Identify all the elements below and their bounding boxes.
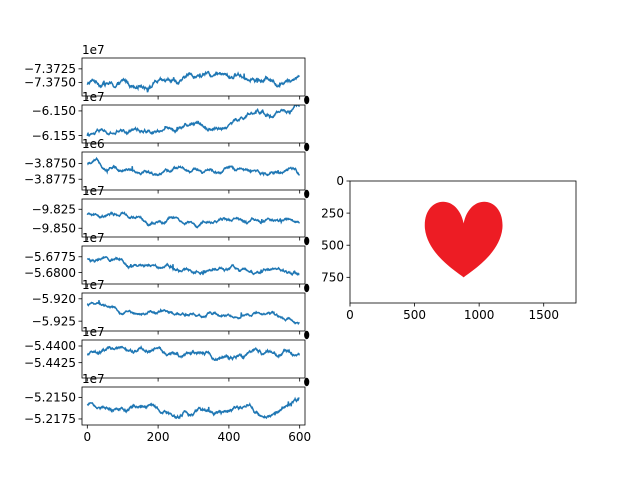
y-tick-label: −5.4425 bbox=[24, 356, 76, 370]
y-tick-label: −3.8775 bbox=[24, 172, 76, 186]
axes-frame bbox=[81, 198, 306, 238]
hidden-x-tick-label-fragment bbox=[304, 189, 310, 199]
y-tick-label: −6.155 bbox=[32, 129, 76, 143]
axes-frame bbox=[81, 57, 306, 97]
hidden-x-tick-label-fragment bbox=[304, 283, 310, 293]
heart-shape bbox=[424, 201, 503, 278]
axis-offset-label: 1e6 bbox=[82, 137, 105, 151]
image-axes-frame bbox=[349, 180, 577, 304]
image-x-tick-label: 0 bbox=[346, 308, 354, 322]
image-y-tick-label: 500 bbox=[321, 238, 344, 252]
y-tick-label: −5.4400 bbox=[24, 339, 76, 353]
hidden-x-tick-label-fragment bbox=[304, 95, 310, 105]
line-panel-1: −7.3725−7.3750 1e7 bbox=[24, 43, 310, 105]
axes-frame bbox=[81, 339, 306, 379]
axes-frame bbox=[81, 386, 306, 426]
axis-offset-label: 1e7 bbox=[82, 184, 105, 198]
image-x-tick-label: 1500 bbox=[528, 308, 559, 322]
series-line-3 bbox=[86, 156, 300, 177]
hidden-x-tick-label-fragment bbox=[304, 330, 310, 340]
y-tick-label: −5.2150 bbox=[24, 391, 76, 405]
line-panel-5: −5.6775 −5.6800 1e7 bbox=[24, 231, 310, 293]
line-panel-4: −9.825 −9.850 1e7 bbox=[32, 184, 310, 246]
image-panel: 0 500 1000 1500 0 250 500 750 bbox=[321, 174, 577, 322]
y-tick-label: −5.925 bbox=[32, 314, 76, 328]
line-panel-3: −3.8750−3.8775 1e6 bbox=[24, 137, 310, 199]
series-line-1 bbox=[86, 70, 300, 93]
axis-offset-label: 1e7 bbox=[82, 325, 105, 339]
image-y-tick-label: 250 bbox=[321, 206, 344, 220]
hidden-x-tick-label-fragment bbox=[304, 377, 310, 387]
x-tick-label: 600 bbox=[288, 430, 311, 444]
y-tick-label: −5.2175 bbox=[24, 412, 76, 426]
series-line-5 bbox=[86, 255, 300, 276]
y-tick-label: −6.150 bbox=[32, 104, 76, 118]
line-panels: −7.3725−7.37501e7−6.150−6.1551e7−3.8750−… bbox=[24, 43, 311, 444]
axes-frame bbox=[81, 245, 306, 285]
y-tick-label: −9.825 bbox=[32, 202, 76, 216]
y-tick-label: −5.6775 bbox=[24, 250, 76, 264]
hidden-x-tick-label-fragment bbox=[304, 236, 310, 246]
image-x-tick-label: 500 bbox=[403, 308, 426, 322]
line-panel-7: −5.4400 −5.4425 1e7 bbox=[24, 325, 310, 387]
y-tick-label: −3.8750 bbox=[24, 157, 76, 171]
image-y-tick-label: 750 bbox=[321, 271, 344, 285]
y-tick-label: −7.3725 bbox=[24, 62, 76, 76]
x-tick-label: 0 bbox=[83, 430, 91, 444]
axes-frame bbox=[81, 104, 306, 144]
axis-offset-label: 1e7 bbox=[82, 372, 105, 386]
axis-offset-label: 1e7 bbox=[82, 43, 105, 57]
x-tick-label: 200 bbox=[147, 430, 170, 444]
series-line-6 bbox=[86, 300, 300, 326]
y-tick-label: −9.850 bbox=[32, 221, 76, 235]
y-tick-label: −5.920 bbox=[32, 292, 76, 306]
line-panel-6: −5.920 −5.925 1e7 bbox=[32, 278, 310, 340]
hidden-x-tick-label-fragment bbox=[304, 142, 310, 152]
image-y-tick-label: 0 bbox=[336, 174, 344, 188]
axes-frame bbox=[81, 151, 306, 191]
line-panel-2: −6.150 −6.155 1e7 bbox=[32, 90, 310, 152]
axes-frame bbox=[81, 292, 306, 332]
series-line-8 bbox=[86, 396, 300, 420]
line-panel-8: −5.2150 −5.2175 0 200 400 600 1e7 bbox=[24, 372, 311, 444]
y-tick-label: −5.6800 bbox=[24, 266, 76, 280]
axis-offset-label: 1e7 bbox=[82, 278, 105, 292]
x-tick-label: 400 bbox=[217, 430, 240, 444]
series-line-4 bbox=[86, 210, 300, 229]
axis-offset-label: 1e7 bbox=[82, 90, 105, 104]
image-x-tick-label: 1000 bbox=[464, 308, 495, 322]
series-line-2 bbox=[86, 105, 301, 138]
axis-offset-label: 1e7 bbox=[82, 231, 105, 245]
y-tick-label: −7.3750 bbox=[24, 76, 76, 90]
series-line-7 bbox=[86, 345, 301, 362]
